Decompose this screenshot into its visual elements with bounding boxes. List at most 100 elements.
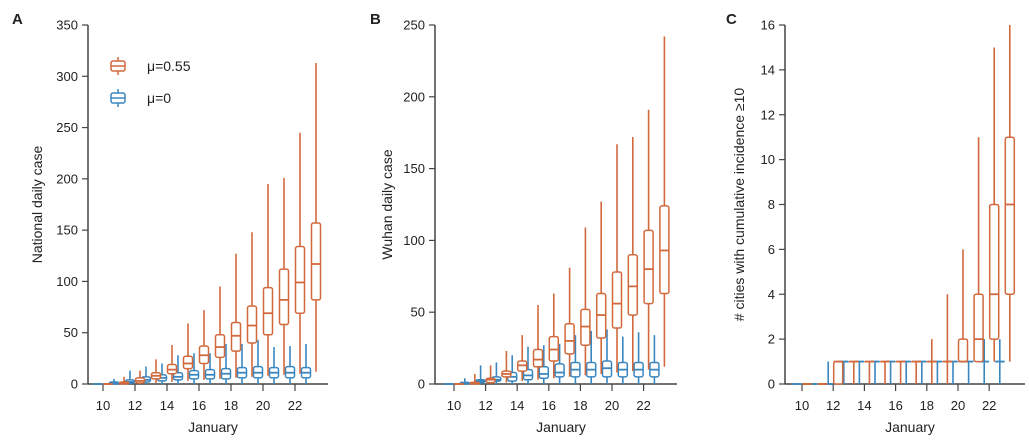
- y-tick-label: 250: [403, 18, 425, 33]
- box-orange: [166, 345, 178, 382]
- box: [294, 245, 306, 314]
- box-orange: [926, 339, 938, 384]
- box-orange: [501, 350, 512, 383]
- y-tick-label: 4: [768, 287, 775, 302]
- y-tick-label: 16: [761, 18, 775, 33]
- legend: μ=0.55 μ=0: [110, 57, 191, 107]
- box-orange: [595, 201, 607, 374]
- box-blue: [220, 343, 232, 384]
- y-tick-label: 2: [768, 332, 775, 347]
- x-tick-label: 10: [447, 398, 461, 413]
- box-orange: [564, 267, 575, 377]
- box-orange: [910, 360, 922, 384]
- x-tick-label: 14: [857, 398, 871, 413]
- y-tick-label: 14: [761, 62, 775, 77]
- box: [182, 355, 194, 370]
- y-tick-label: 250: [56, 120, 78, 135]
- x-tick-label: 16: [888, 398, 902, 413]
- box-orange: [278, 177, 290, 375]
- y-tick-label: 50: [411, 305, 425, 320]
- box-blue: [854, 360, 865, 384]
- box-blue: [916, 360, 928, 384]
- y-tick-label: 0: [418, 377, 425, 392]
- x-tick-label: 18: [920, 398, 934, 413]
- box-orange: [294, 132, 306, 374]
- box: [538, 366, 550, 380]
- x-tick-label: 10: [96, 398, 110, 413]
- y-tick-label: 200: [403, 89, 425, 104]
- x-tick-label: 20: [951, 398, 965, 413]
- box-orange: [150, 359, 162, 383]
- box-blue: [994, 339, 1006, 384]
- x-tick-label: 14: [510, 398, 524, 413]
- y-tick-label: 12: [761, 107, 775, 122]
- box: [627, 254, 639, 316]
- panel-label: C: [726, 11, 737, 28]
- y-tick-label: 200: [56, 171, 78, 186]
- box-blue: [522, 346, 534, 384]
- box-blue: [885, 360, 896, 384]
- box-blue: [822, 361, 834, 385]
- x-tick-label: 22: [288, 398, 302, 413]
- box-orange: [643, 109, 654, 370]
- box: [988, 203, 1000, 340]
- panel-a: A 0 50 100 150 200 250 300 350 10 12 14 16 18 20 22 Janu…: [12, 11, 328, 435]
- x-tick-label: 22: [982, 398, 996, 413]
- box-blue: [284, 346, 296, 384]
- box-orange: [895, 360, 906, 384]
- box-orange: [1004, 25, 1016, 362]
- y-tick-label: 0: [71, 377, 78, 392]
- box-blue: [252, 339, 264, 384]
- panel-c: C 0 2 4 6 8 10 12 14 16 10 12 14 16 18 20 22 January # cit…: [726, 11, 1025, 435]
- box-blue: [188, 353, 200, 384]
- box-blue: [236, 343, 248, 384]
- y-tick-label: 300: [56, 69, 78, 84]
- y-tick-label: 10: [761, 152, 775, 167]
- box-orange: [580, 227, 591, 376]
- box-orange: [988, 47, 1000, 362]
- box-orange: [532, 305, 544, 380]
- x-tick-label: 22: [636, 398, 650, 413]
- box-orange: [942, 294, 953, 384]
- box-orange: [659, 36, 670, 367]
- box-orange: [246, 232, 258, 377]
- y-tick-label: 8: [768, 197, 775, 212]
- box-blue: [475, 365, 486, 384]
- box: [643, 229, 654, 305]
- box-orange: [548, 293, 560, 379]
- box-blue: [963, 360, 974, 384]
- y-tick-label: 0: [768, 377, 775, 392]
- y-tick-label: 150: [56, 223, 78, 238]
- panel-label: A: [12, 11, 23, 28]
- box-blue: [554, 343, 565, 384]
- y-axis-label: National daily case: [29, 146, 45, 264]
- x-tick-label: 12: [478, 398, 492, 413]
- box-blue: [617, 336, 629, 384]
- box-blue: [538, 345, 550, 384]
- box: [532, 348, 544, 368]
- box-blue: [204, 353, 216, 384]
- box: [246, 305, 258, 344]
- box-orange: [848, 360, 860, 384]
- box-orange: [118, 376, 130, 385]
- box-blue: [570, 335, 581, 384]
- y-tick-label: 350: [56, 18, 78, 33]
- y-tick-label: 100: [403, 233, 425, 248]
- box-orange: [134, 370, 146, 384]
- box-orange: [973, 137, 984, 363]
- box: [310, 222, 322, 301]
- x-tick-label: 16: [542, 398, 556, 413]
- box-blue: [172, 355, 184, 384]
- box-orange: [485, 365, 496, 384]
- legend-label: μ=0.55: [147, 58, 191, 74]
- x-axis-label: January: [188, 419, 238, 435]
- box-orange: [516, 335, 528, 382]
- x-axis-label: January: [885, 419, 935, 435]
- x-tick-label: 18: [573, 398, 587, 413]
- box: [262, 286, 274, 336]
- box-blue: [633, 332, 644, 384]
- box: [278, 268, 290, 326]
- box-orange: [832, 360, 844, 385]
- box-orange: [198, 310, 210, 380]
- x-tick-label: 12: [128, 398, 142, 413]
